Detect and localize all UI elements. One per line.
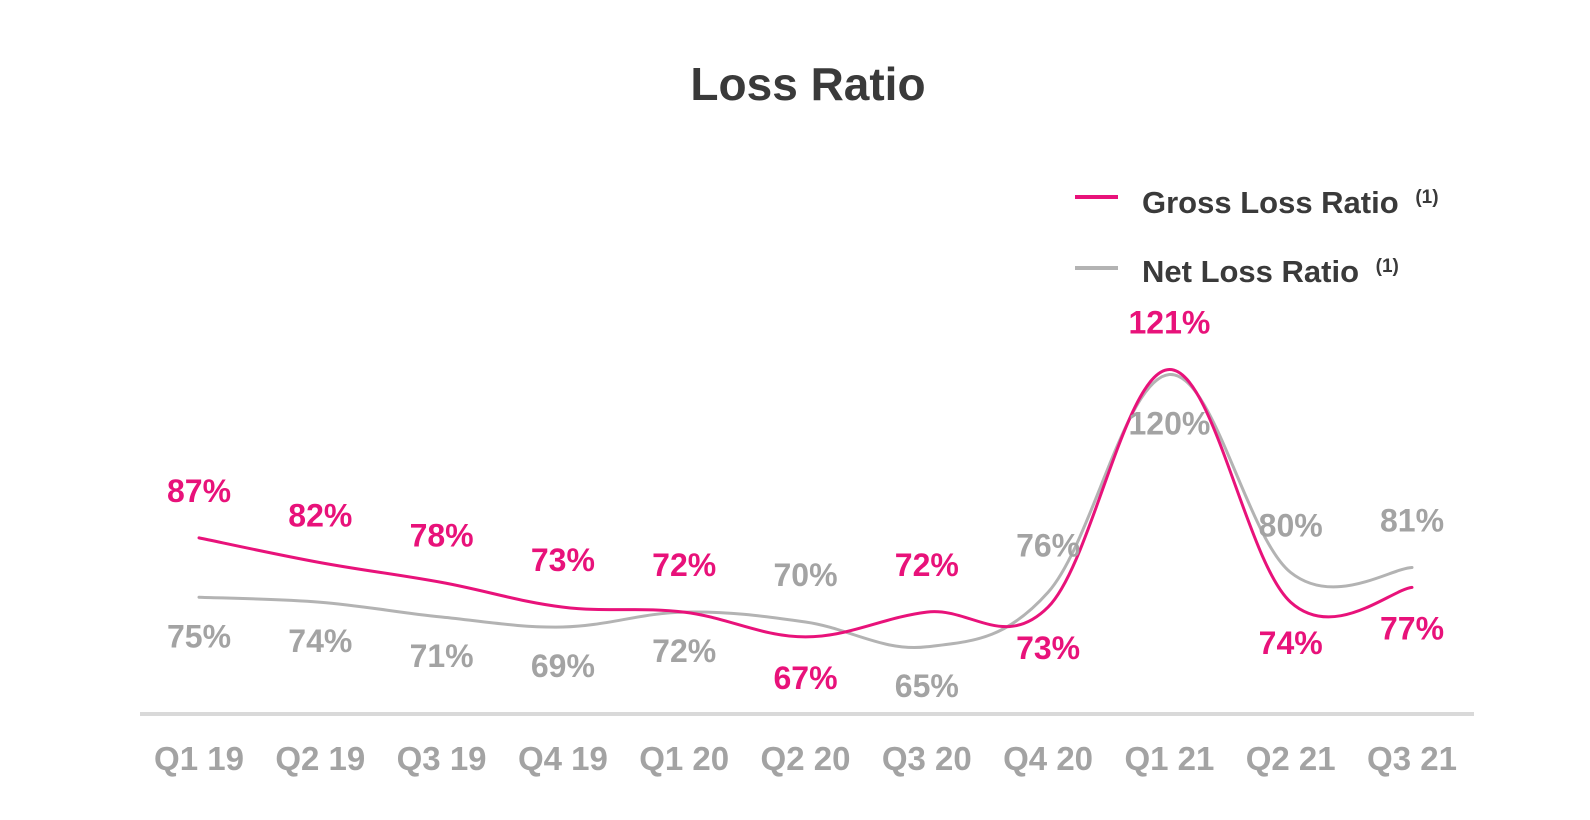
x-tick-label: Q1 20 [639,740,729,777]
series-line-gross [197,367,1414,639]
legend-name-gross: Gross Loss Ratio [1142,185,1399,220]
data-label-net: 71% [410,638,474,674]
x-tick-label: Q1 19 [154,740,244,777]
data-label-gross: 77% [1380,610,1444,646]
data-label-gross: 87% [167,473,231,509]
x-tick-label: Q3 20 [882,740,972,777]
data-label-gross: 72% [652,547,716,583]
data-label-net: 81% [1380,503,1444,539]
x-tick-label: Q2 20 [761,740,851,777]
data-label-gross: 72% [895,547,959,583]
x-tick-label: Q4 20 [1003,740,1093,777]
data-label-net: 65% [895,668,959,704]
legend: Gross Loss Ratio (1) Net Loss Ratio (1) [1075,185,1439,289]
data-label-net: 76% [1016,527,1080,563]
data-label-gross: 82% [288,498,352,534]
series-line-net [197,372,1414,650]
chart-title: Loss Ratio [690,58,925,110]
data-label-net: 69% [531,648,595,684]
x-tick-label: Q3 21 [1367,740,1457,777]
legend-note-net: (1) [1376,256,1399,277]
x-tick-label: Q3 19 [397,740,487,777]
x-tick-label: Q4 19 [518,740,608,777]
x-tick-label: Q2 21 [1246,740,1336,777]
data-label-net: 75% [167,618,231,654]
data-label-net: 80% [1259,508,1323,544]
x-axis-ticks: Q1 19 Q2 19 Q3 19 Q4 19 Q1 20 Q2 20 Q3 20 Q4 20… [154,740,1457,777]
data-label-net: 74% [288,623,352,659]
legend-label-gross: Gross Loss Ratio (1) [1142,185,1439,220]
data-label-gross: 73% [531,542,595,578]
legend-note-gross: (1) [1415,187,1438,208]
data-label-gross: 121% [1128,305,1210,341]
data-label-gross: 73% [1016,630,1080,666]
legend-label-net: Net Loss Ratio (1) [1142,254,1399,289]
data-label-net: 70% [773,557,837,593]
x-tick-label: Q2 19 [275,740,365,777]
data-label-net: 120% [1128,406,1210,442]
data-label-gross: 74% [1259,625,1323,661]
data-labels: 87% 75% 82% 74% 78% 71% 73% 69% 72% 72% 67% 70% 72% 6… [167,305,1444,704]
data-label-gross: 78% [410,517,474,553]
plot-area [197,367,1414,650]
data-label-net: 72% [652,633,716,669]
data-label-gross: 67% [773,660,837,696]
x-tick-label: Q1 21 [1124,740,1214,777]
legend-name-net: Net Loss Ratio [1142,254,1359,289]
